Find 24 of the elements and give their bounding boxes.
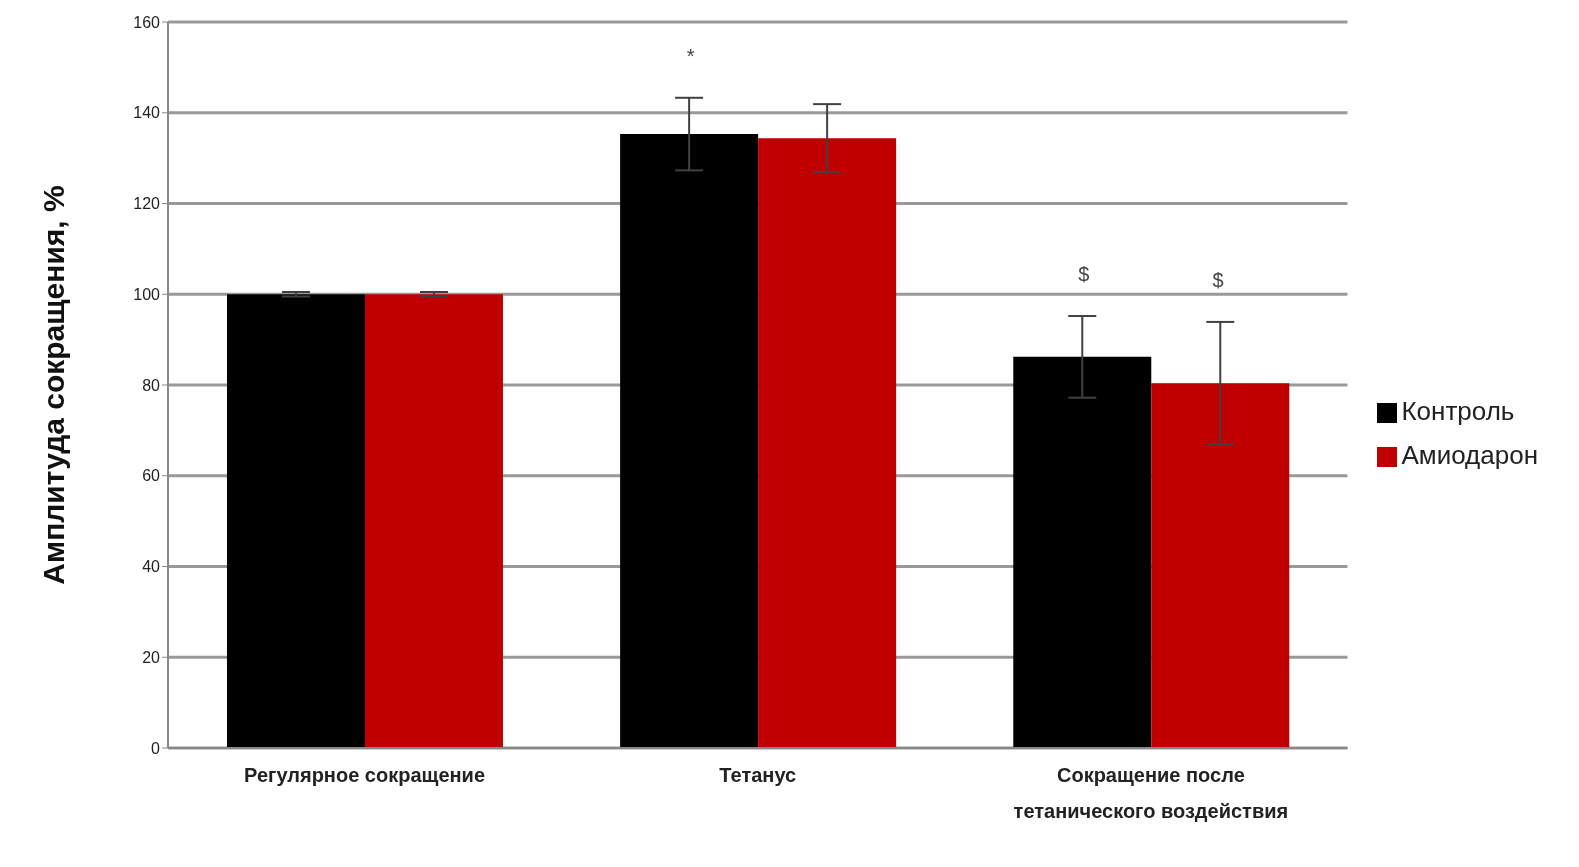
bar — [226, 294, 365, 748]
annotation: $ — [1212, 268, 1224, 291]
y-tick-label: 20 — [142, 648, 161, 666]
legend-label: Амиодарон — [1401, 440, 1538, 470]
annotation: * — [686, 44, 695, 67]
y-tick-label: 40 — [142, 558, 161, 576]
bar — [620, 134, 759, 748]
x-tick-label: Тетанус — [719, 764, 797, 786]
y-tick-label: 0 — [151, 739, 161, 757]
y-tick-label: 60 — [142, 467, 161, 485]
y-tick-label: 120 — [133, 195, 161, 213]
bar — [758, 138, 897, 748]
y-tick-label: 140 — [133, 104, 161, 122]
y-axis-title: Амплитуда сокращения, % — [36, 185, 70, 585]
legend-label: Контроль — [1401, 396, 1515, 426]
annotation: $ — [1078, 263, 1090, 286]
x-tick-label: Регулярное сокращение — [244, 764, 486, 786]
y-tick-label: 160 — [133, 13, 161, 31]
bar — [364, 294, 503, 748]
x-tick-label: Сокращение после тетанического воздействия — [1013, 764, 1289, 822]
bar — [1013, 356, 1152, 748]
y-tick-label: 80 — [142, 376, 161, 394]
y-tick-label: 100 — [133, 285, 161, 303]
bar — [1151, 383, 1290, 748]
